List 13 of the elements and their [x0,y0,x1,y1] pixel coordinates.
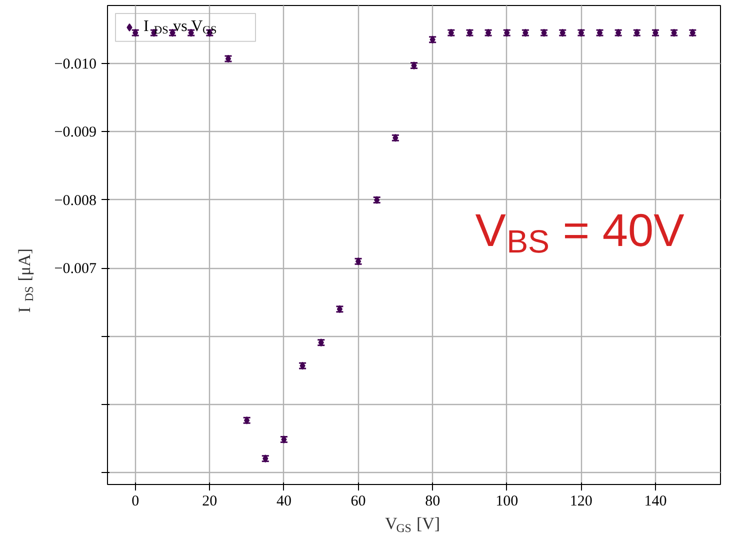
x-tick-label: 80 [425,494,440,510]
x-tick-label: 120 [570,494,592,510]
x-tick-label: 140 [644,494,667,510]
y-tick-label: −0.009 [54,124,97,141]
x-tick-label: 100 [496,494,518,510]
x-tick-label: 20 [202,494,218,510]
x-tick-label: 0 [132,494,140,510]
y-tick-label: −0.008 [54,192,97,209]
x-tick-label: 40 [276,494,292,510]
y-tick-label: −0.007 [54,261,97,278]
x-tick-label: 60 [350,494,366,510]
y-axis-title: IDS [μA] [15,248,36,313]
y-tick-label: −0.010 [54,56,97,72]
